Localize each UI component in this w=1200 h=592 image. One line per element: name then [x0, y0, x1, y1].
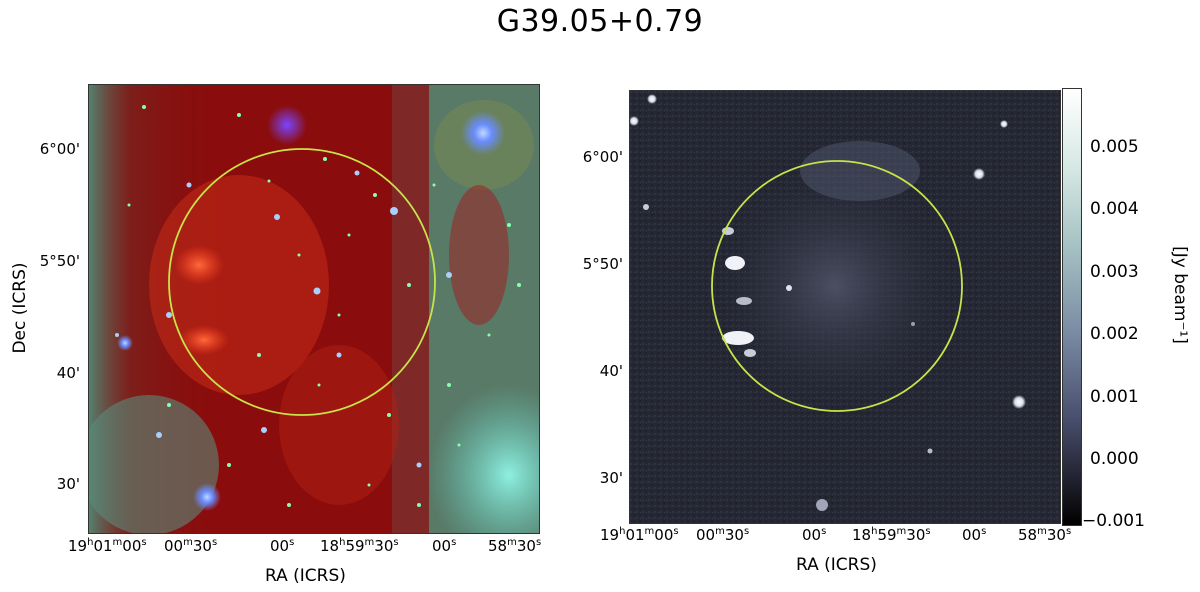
colorbar-tick-7: −0.001 — [1082, 511, 1145, 531]
region-circle-left — [168, 148, 436, 416]
left-xtick-5: 00s — [432, 537, 457, 555]
left-ytick-1: 6°00' — [39, 140, 80, 158]
left-xtick-6: 58m30s — [488, 537, 542, 555]
colorbar-tick-5: 0.001 — [1090, 387, 1139, 407]
left-xtick-2: 00m30s — [164, 537, 218, 555]
left-x-axis-label: RA (ICRS) — [265, 566, 346, 586]
colorbar-tick-2: 0.004 — [1090, 199, 1139, 219]
rgb-image — [88, 84, 540, 534]
left-xtick-1: 19h01m00s — [68, 537, 147, 555]
right-xtick-1: 19h01m00s — [600, 526, 679, 544]
right-xtick-6: 58m30s — [1018, 526, 1072, 544]
left-ytick-3: 40' — [56, 364, 80, 382]
left-ytick-4: 30' — [56, 475, 80, 493]
left-ytick-2: 5°50' — [39, 252, 80, 270]
radio-image — [629, 90, 1061, 524]
colorbar-tick-3: 0.003 — [1090, 262, 1139, 282]
colorbar — [1062, 88, 1082, 526]
colorbar-tick-6: 0.000 — [1090, 449, 1139, 469]
colorbar-label: [Jy beam⁻¹] — [1170, 246, 1190, 344]
right-ytick-2: 5°50' — [582, 255, 623, 273]
right-x-axis-label: RA (ICRS) — [796, 555, 877, 575]
figure-title: G39.05+0.79 — [496, 4, 704, 39]
right-ytick-1: 6°00' — [582, 148, 623, 166]
colorbar-tick-1: 0.005 — [1090, 137, 1139, 157]
region-circle-right — [711, 160, 963, 412]
right-xtick-3: 00s — [802, 526, 827, 544]
right-ytick-3: 40' — [599, 362, 623, 380]
right-xtick-5: 00s — [962, 526, 987, 544]
left-xtick-4: 18h59m30s — [320, 537, 399, 555]
left-y-axis-label: Dec (ICRS) — [10, 262, 30, 354]
right-xtick-2: 00m30s — [696, 526, 750, 544]
colorbar-tick-4: 0.002 — [1090, 324, 1139, 344]
right-ytick-4: 30' — [599, 469, 623, 487]
right-xtick-4: 18h59m30s — [852, 526, 931, 544]
left-xtick-3: 00s — [270, 537, 295, 555]
